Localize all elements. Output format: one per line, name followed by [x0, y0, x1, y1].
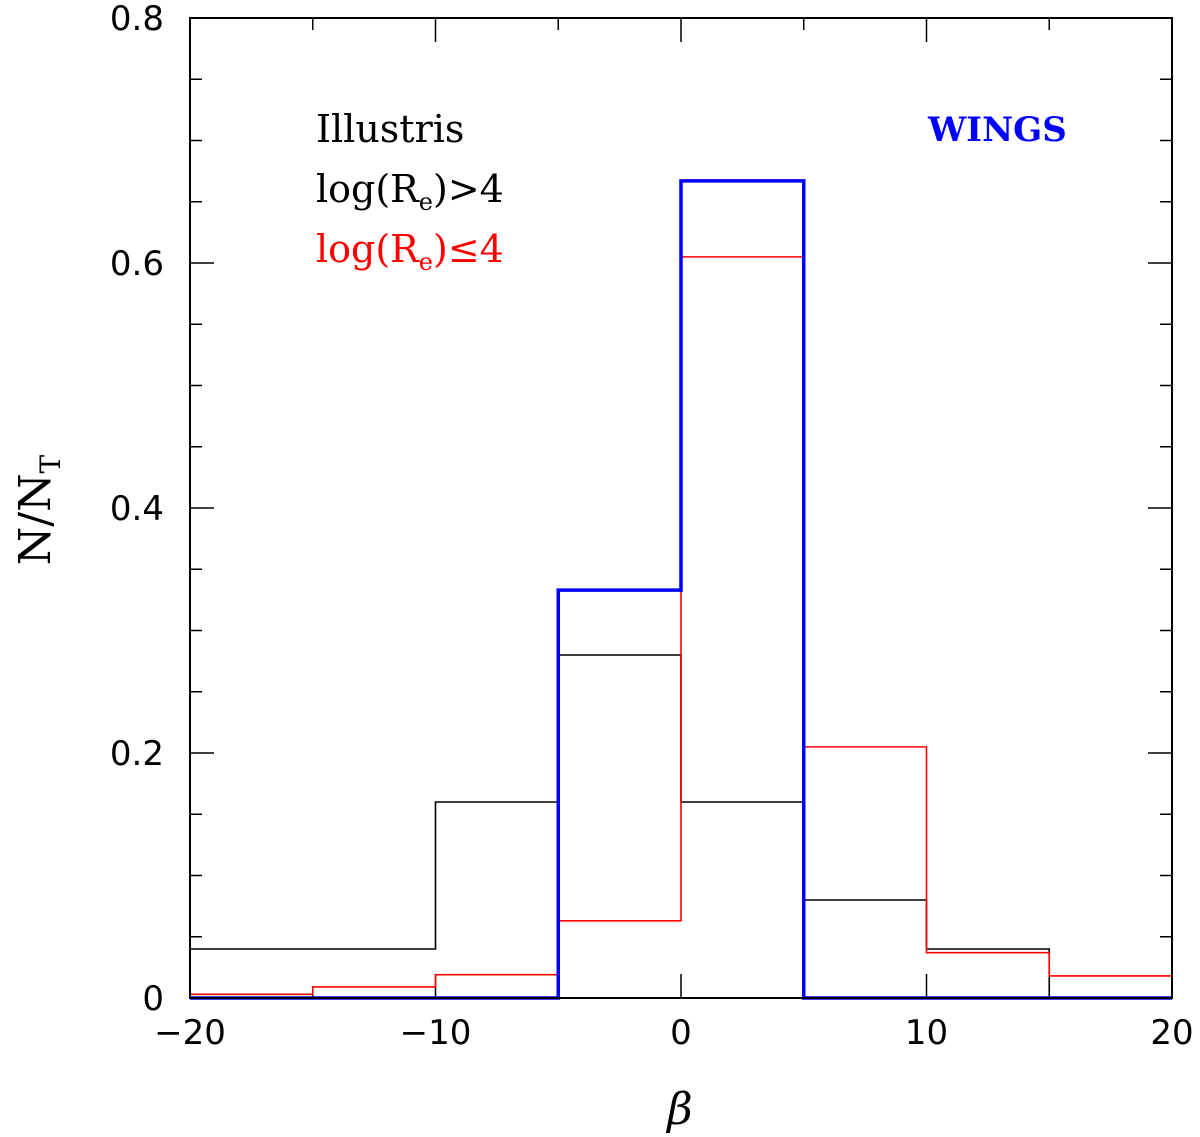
legend-title: Illustris [316, 107, 464, 151]
legend-low-pre: log(R [316, 227, 420, 271]
x-tick-label: 20 [1150, 1013, 1193, 1053]
y-tick-label: 0.2 [110, 734, 164, 774]
legend-low: log(Re)≤4 [316, 227, 504, 276]
x-tick-label: −20 [154, 1013, 226, 1053]
y-tick-label: 0.6 [110, 244, 164, 284]
tick-labels: −20 −10 0 10 20 0 0.2 0.4 0.6 0.8 [110, 0, 1194, 1053]
legend-low-sub: e [419, 248, 433, 276]
series-layer [190, 179, 1172, 1000]
y-axis-title: N/NT [10, 454, 67, 565]
y-tick-label: 0 [142, 979, 164, 1019]
y-tick-label: 0.4 [110, 489, 164, 529]
x-tick-label: −10 [400, 1013, 472, 1053]
legend-high: log(Re)>4 [316, 167, 504, 216]
plot-frame [189, 17, 1173, 999]
x-tick-label: 10 [905, 1013, 948, 1053]
legend-high-sub: e [419, 188, 433, 216]
legend-high-pre: log(R [316, 167, 420, 211]
legend-low-post: )≤4 [433, 227, 504, 271]
y-axis-title-sub: T [34, 454, 67, 473]
legend-wings: WINGS [927, 110, 1067, 150]
x-tick-label: 0 [670, 1013, 692, 1053]
legend-high-post: )>4 [433, 167, 504, 211]
x-axis-title: β [665, 1084, 692, 1135]
y-tick-label: 0.8 [110, 0, 164, 39]
y-axis-title-main: N/N [10, 473, 61, 565]
